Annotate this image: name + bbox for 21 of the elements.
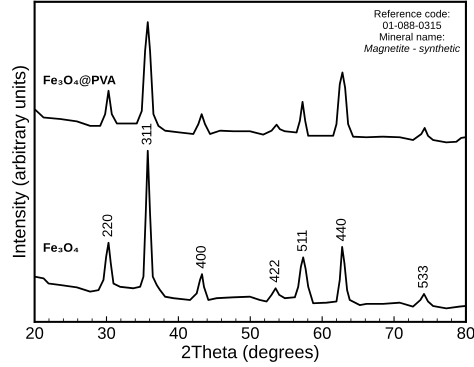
series-label: Fe₃O₄@PVA [44, 75, 116, 86]
annotation: 440 [336, 218, 346, 242]
x-tick-label: 40 [169, 327, 187, 339]
text: Fe₃O₄ [44, 243, 78, 252]
x-axis-title: 2Theta (degrees) [182, 345, 318, 362]
x-tick-label: 50 [242, 327, 259, 339]
annotation: 511 [297, 230, 307, 252]
text: Reference code: [374, 10, 450, 18]
annotation: 533 [418, 266, 428, 288]
x-tick-label: 60 [314, 327, 331, 339]
x-tick-label: 70 [386, 327, 403, 339]
annotation: 422 [269, 260, 280, 282]
annotation: 220 [102, 214, 112, 236]
annotation: Mineral name: [380, 32, 444, 41]
y-axis-title: Intensity (arbitrary units) [12, 66, 30, 257]
annotation: 311 [142, 124, 152, 145]
x-tick-label: 20 [26, 327, 44, 339]
x-tick-label: 30 [98, 327, 116, 339]
annotation: 01-088-0315 [382, 22, 442, 30]
annotation: 400 [196, 246, 206, 268]
annotation: Magnetite - synthetic [364, 44, 460, 54]
